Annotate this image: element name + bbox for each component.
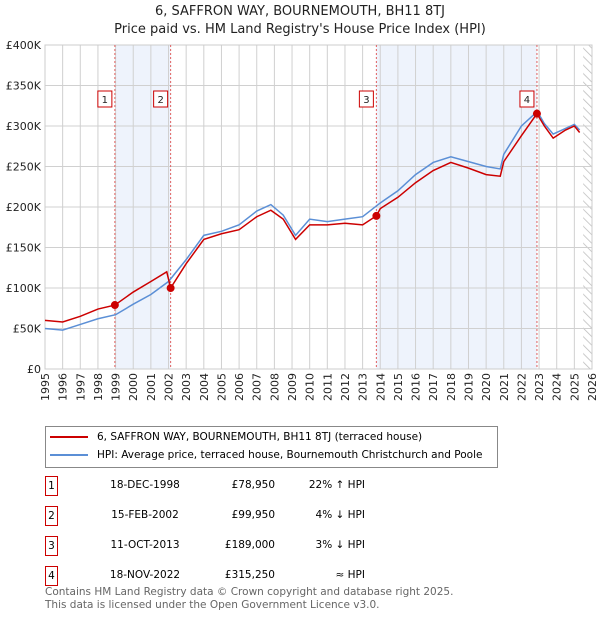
sale-number: 4: [45, 566, 58, 586]
x-tick-label: 2008: [268, 373, 281, 401]
sale-date: 18-NOV-2022: [109, 569, 181, 581]
y-tick-label: £0: [27, 363, 41, 376]
y-tick-label: £350K: [6, 80, 42, 93]
x-tick-label: 1995: [39, 373, 52, 401]
legend-item-property: 6, SAFFRON WAY, BOURNEMOUTH, BH11 8TJ (t…: [50, 431, 422, 443]
y-tick-label: £150K: [6, 242, 42, 255]
x-tick-label: 2017: [427, 373, 440, 401]
x-tick-label: 2010: [304, 373, 317, 401]
sale-date: 11-OCT-2013: [110, 539, 180, 551]
sale-price: £189,000: [224, 539, 275, 551]
sale-label-box: [358, 90, 374, 108]
sale-label-box: [97, 90, 113, 108]
sale-row: 4 18-NOV-2022 £315,250 ≈ HPI: [45, 566, 385, 586]
sale-point: [372, 211, 381, 220]
x-tick-label: 2001: [145, 373, 158, 401]
series-line: [44, 112, 581, 323]
x-tick-label: 2024: [551, 373, 564, 401]
chart-title: 6, SAFFRON WAY, BOURNEMOUTH, BH11 8TJ: [155, 4, 445, 19]
x-tick-label: 2022: [515, 373, 528, 401]
sale-date: 18-DEC-1998: [110, 479, 180, 491]
x-tick-label: 2026: [586, 373, 599, 401]
sale-label-box: [519, 90, 535, 108]
footer-line-2: This data is licensed under the Open Gov…: [45, 599, 380, 611]
x-tick-label: 1999: [110, 373, 123, 401]
y-tick-label: £400K: [6, 39, 42, 52]
sale-number: 1: [45, 476, 58, 496]
legend-item-hpi: HPI: Average price, terraced house, Bour…: [50, 449, 482, 461]
sale-hpi-comparison: 4% ↓ HPI: [315, 509, 365, 521]
x-tick-label: 2012: [339, 373, 352, 401]
x-tick-label: 2011: [321, 373, 334, 401]
legend: 6, SAFFRON WAY, BOURNEMOUTH, BH11 8TJ (t…: [45, 426, 498, 468]
sale-row: 1 18-DEC-1998 £78,950 22% ↑ HPI: [45, 476, 385, 496]
sale-point: [532, 109, 541, 118]
price-chart: 1995 1996 1997 1998 1999 2000 2001 2002 2003 2004…: [6, 39, 599, 401]
y-tick-label: £200K: [6, 201, 42, 214]
x-tick-label: 2016: [410, 373, 423, 401]
x-tick-label: 1996: [57, 373, 70, 401]
x-tick-label: 2023: [533, 373, 546, 401]
x-tick-label: 1997: [74, 373, 87, 401]
legend-label: HPI: Average price, terraced house, Bour…: [97, 449, 483, 461]
x-tick-label: 2020: [480, 373, 493, 401]
sale-row: 2 15-FEB-2002 £99,950 4% ↓ HPI: [45, 506, 385, 526]
legend-swatch-blue: [50, 454, 88, 456]
x-tick-label: 2021: [498, 373, 511, 401]
legend-label: 6, SAFFRON WAY, BOURNEMOUTH, BH11 8TJ (t…: [97, 431, 423, 443]
x-tick-label: 1998: [92, 373, 105, 401]
y-tick-label: £250K: [6, 161, 42, 174]
x-tick-label: 2019: [462, 373, 475, 401]
x-tick-label: 2002: [163, 373, 176, 401]
x-tick-label: 2014: [374, 373, 387, 401]
sale-hpi-comparison: 22% ↑ HPI: [308, 479, 365, 491]
series-line: [44, 110, 581, 331]
x-tick-label: 2013: [357, 373, 370, 401]
y-tick-label: £100K: [6, 282, 42, 295]
x-tick-label: 2003: [180, 373, 193, 401]
sale-date: 15-FEB-2002: [111, 509, 179, 521]
footer-line-1: Contains HM Land Registry data © Crown c…: [45, 586, 454, 598]
y-tick-label: £50K: [13, 323, 42, 336]
x-tick-label: 2004: [198, 373, 211, 401]
sale-row: 3 11-OCT-2013 £189,000 3% ↓ HPI: [45, 536, 385, 556]
sale-label: 3: [363, 95, 369, 106]
x-tick-label: 2000: [127, 373, 140, 401]
x-tick-label: 2005: [215, 373, 228, 401]
legend-swatch-red: [50, 436, 88, 438]
sale-label: 2: [157, 95, 163, 106]
x-tick-label: 2006: [233, 373, 246, 401]
x-tick-label: 2009: [286, 373, 299, 401]
chart-subtitle: Price paid vs. HM Land Registry's House …: [114, 22, 486, 37]
sale-label-box: [153, 90, 169, 108]
sale-price: £78,950: [231, 479, 275, 491]
sale-number: 3: [45, 536, 58, 556]
sale-hpi-comparison: ≈ HPI: [335, 569, 365, 581]
footer: Contains HM Land Registry data © Crown c…: [45, 586, 453, 612]
sale-hpi-comparison: 3% ↓ HPI: [315, 539, 365, 551]
sale-number: 2: [45, 506, 58, 526]
sale-point: [166, 284, 175, 293]
y-tick-label: £300K: [6, 120, 42, 133]
plot-frame: [44, 44, 593, 370]
x-tick-label: 2007: [251, 373, 264, 401]
sale-price: £315,250: [224, 569, 275, 581]
sale-point: [110, 301, 119, 310]
x-tick-label: 2018: [445, 373, 458, 401]
sale-label: 4: [524, 95, 530, 106]
x-tick-label: 2025: [568, 373, 581, 401]
x-tick-label: 2015: [392, 373, 405, 401]
sale-price: £99,950: [231, 509, 275, 521]
sale-label: 1: [102, 95, 108, 106]
